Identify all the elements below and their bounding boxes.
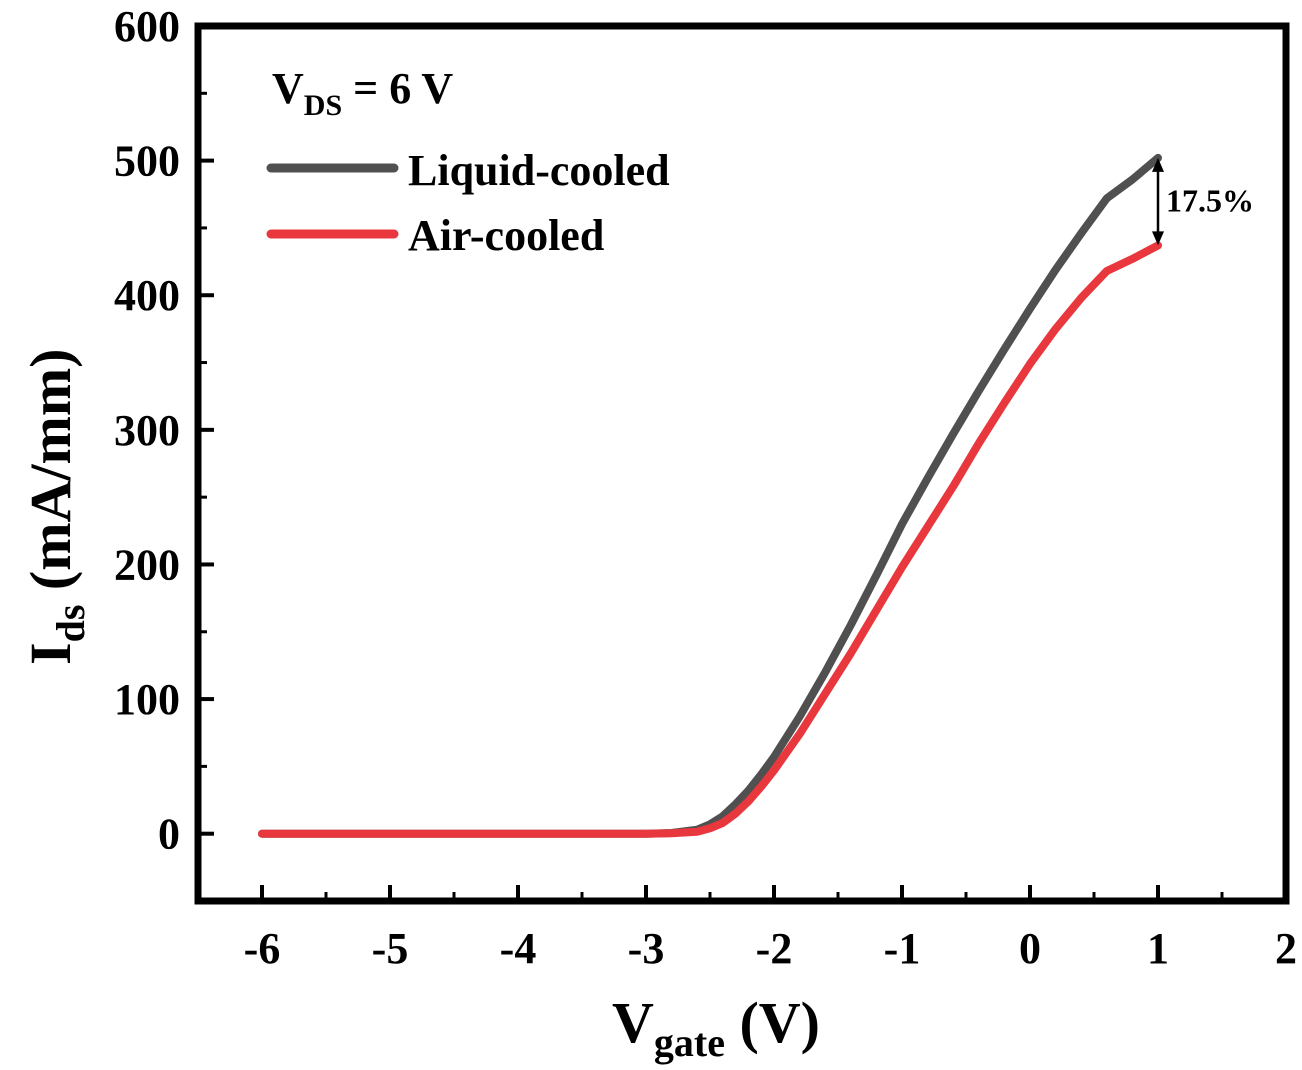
x-tick-label: -4 [500,924,537,973]
y-axis-ticks: 0 100 200 300 400 500 600 [114,2,214,859]
x-tick-label: 0 [1019,924,1041,973]
x-tick-label: -2 [756,924,793,973]
percentage-annotation: 17.5% [1152,157,1254,246]
x-tick-label: 1 [1147,924,1169,973]
y-tick-label: 600 [114,2,180,51]
series-line-air-cooled [258,241,1162,838]
series-line-liquid-cooled [258,153,1162,838]
y-tick-label: 400 [114,271,180,320]
condition-label: VDS = 6 V [272,64,453,122]
y-tick-label: 0 [158,810,180,859]
series-lines [258,153,1162,838]
x-tick-label: -6 [244,924,281,973]
y-tick-label: 200 [114,540,180,589]
annotation-label: 17.5% [1166,183,1254,219]
annotation-arrowhead-down [1152,231,1164,246]
legend-label-liquid-cooled: Liquid-cooled [408,146,670,195]
x-axis-ticks: -6 -5 -4 -3 -2 -1 0 1 2 [244,885,1297,973]
legend: Liquid-cooled Air-cooled [266,146,670,260]
y-axis-title: Ids (mA/mm) [18,349,93,665]
y-tick-label: 300 [114,406,180,455]
annotation-arrowhead-up [1152,157,1164,172]
legend-label-air-cooled: Air-cooled [408,211,604,260]
y-tick-label: 100 [114,675,180,724]
plot-frame [194,22,1290,905]
x-tick-label: 2 [1275,924,1297,973]
x-tick-label: -1 [884,924,921,973]
y-tick-label: 500 [114,137,180,186]
x-axis-title: Vgate (V) [612,990,820,1065]
x-tick-label: -5 [372,924,409,973]
x-tick-label: -3 [628,924,665,973]
